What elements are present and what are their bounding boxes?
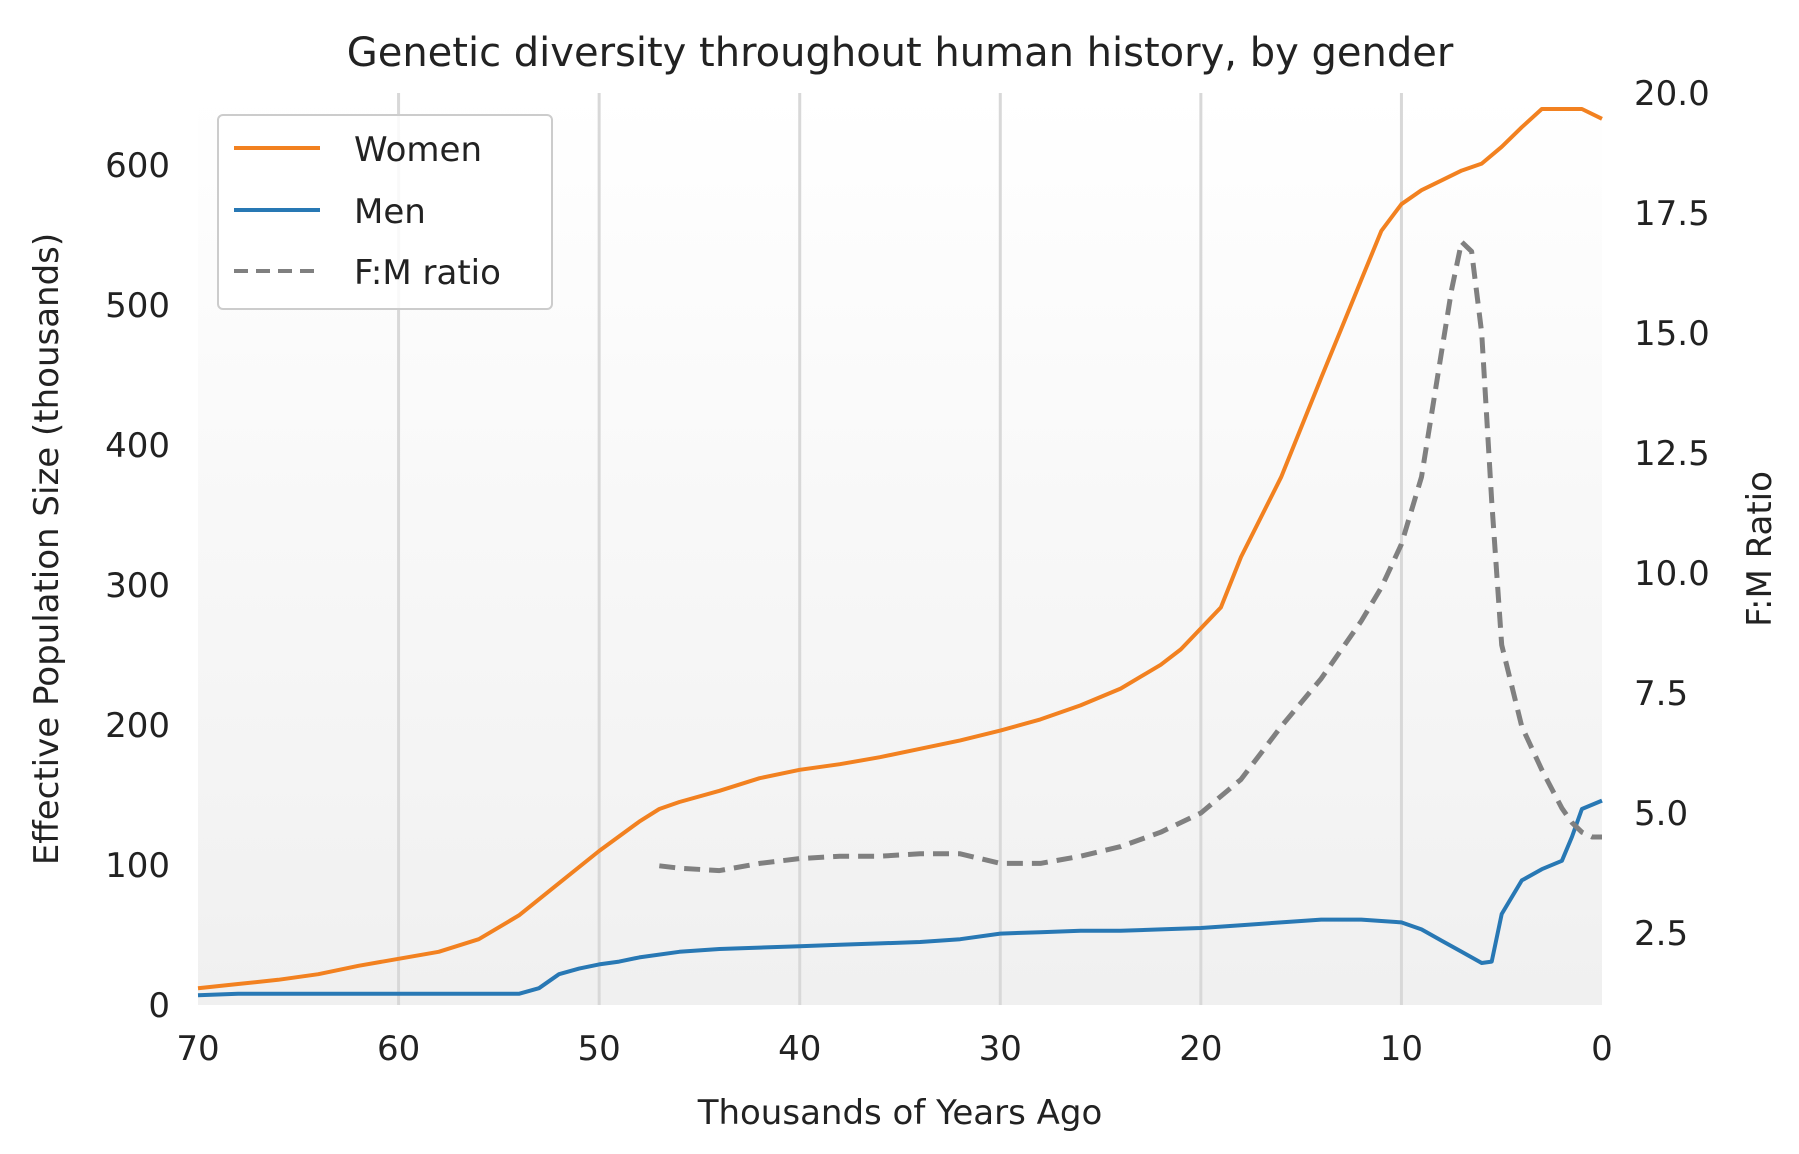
legend-label-women: Women <box>354 130 482 170</box>
legend-label-men: Men <box>354 192 426 232</box>
x-tick-label: 70 <box>176 1029 219 1069</box>
x-tick-label: 50 <box>578 1029 621 1069</box>
x-axis-label: Thousands of Years Ago <box>697 1093 1103 1133</box>
x-tick-label: 60 <box>377 1029 420 1069</box>
y-tick-label: 600 <box>105 146 170 186</box>
x-tick-label: 10 <box>1380 1029 1423 1069</box>
x-tick-label: 40 <box>778 1029 821 1069</box>
y-tick-label: 400 <box>105 426 170 466</box>
y-tick-label: 500 <box>105 286 170 326</box>
x-tick-label: 20 <box>1179 1029 1222 1069</box>
y2-tick-label: 15.0 <box>1634 314 1710 354</box>
y-axis-ticks: 0 100 200 300 400 500 600 <box>105 146 170 1026</box>
series-line-men-line <box>197 798 1603 998</box>
legend-box <box>217 114 553 310</box>
series-layer <box>197 107 1603 998</box>
y2-axis-ticks: 2.5 5.0 7.5 10.0 12.5 15.0 17.5 20.0 <box>1634 74 1710 954</box>
y-tick-label: 300 <box>105 566 170 606</box>
legend: Women Men F:M ratio <box>217 114 553 310</box>
y2-axis-label: F:M Ratio <box>1740 471 1780 627</box>
y2-tick-label: 17.5 <box>1634 194 1710 234</box>
y-tick-label: 0 <box>148 986 170 1026</box>
x-tick-label: 30 <box>979 1029 1022 1069</box>
series-line-ratio-line <box>659 239 1602 874</box>
y2-tick-label: 2.5 <box>1634 914 1688 954</box>
legend-label-ratio: F:M ratio <box>354 253 501 293</box>
y2-tick-label: 7.5 <box>1634 674 1688 714</box>
series-line-women-line <box>197 107 1603 991</box>
y-axis-label: Effective Population Size (thousands) <box>27 233 67 865</box>
x-axis-ticks: 70 60 50 40 30 20 10 0 <box>176 1029 1612 1069</box>
y2-tick-label: 10.0 <box>1634 554 1710 594</box>
y-tick-label: 100 <box>105 846 170 886</box>
chart-title: Genetic diversity throughout human histo… <box>347 30 1454 76</box>
y-tick-label: 200 <box>105 706 170 746</box>
y2-tick-label: 12.5 <box>1634 434 1710 474</box>
y2-tick-label: 5.0 <box>1634 794 1688 834</box>
y2-tick-label: 20.0 <box>1634 74 1710 114</box>
x-tick-label: 0 <box>1591 1029 1613 1069</box>
